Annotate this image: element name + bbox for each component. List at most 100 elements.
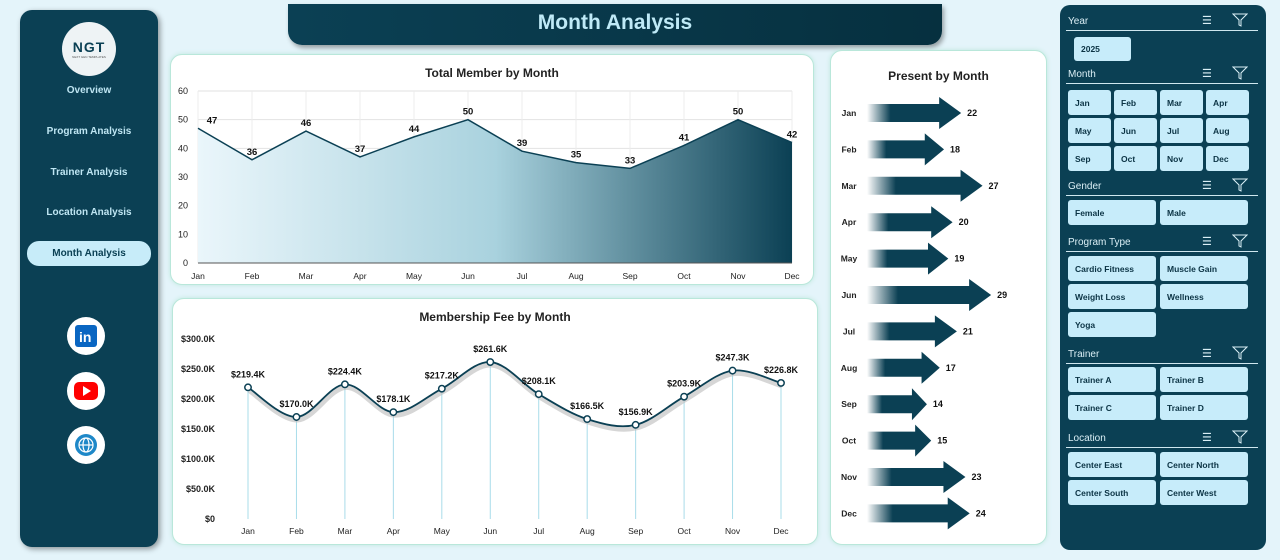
slicer-title-location: Location <box>1068 433 1106 444</box>
slicer-trainer-item[interactable]: Trainer A <box>1068 367 1156 392</box>
slicer-month-item[interactable]: Oct <box>1114 146 1157 171</box>
slicer-program-item[interactable]: Wellness <box>1160 284 1248 309</box>
multi-select-icon[interactable]: ☰ <box>1202 236 1212 248</box>
x-tick-label: Oct <box>677 271 691 281</box>
x-tick-label: Dec <box>773 526 789 536</box>
data-label: 35 <box>571 150 582 161</box>
bar-arrow <box>867 133 945 166</box>
slicer-month-item[interactable]: Sep <box>1068 146 1111 171</box>
x-tick-label: May <box>406 271 423 281</box>
y-tick-label: $100.0K <box>181 454 216 464</box>
data-label: $226.8K <box>764 365 799 375</box>
y-tick-label: Apr <box>842 217 857 227</box>
data-label: $208.1K <box>522 376 557 386</box>
nav-overview[interactable]: Overview <box>66 85 112 96</box>
youtube-button[interactable] <box>67 372 105 410</box>
data-point <box>437 384 446 393</box>
slicer-month-item[interactable]: Feb <box>1114 90 1157 115</box>
nav-month-analysis[interactable]: Month Analysis <box>27 241 151 266</box>
slicer-gender-item[interactable]: Male <box>1160 200 1248 225</box>
slicer-month-item[interactable]: Mar <box>1160 90 1203 115</box>
slicer-month-item[interactable]: Jul <box>1160 118 1203 143</box>
x-tick-label: Aug <box>568 271 583 281</box>
slicer-location-item[interactable]: Center South <box>1068 480 1156 505</box>
slicer-month-item[interactable]: Dec <box>1206 146 1249 171</box>
y-tick-label: Nov <box>841 472 857 482</box>
nav-program-analysis[interactable]: Program Analysis <box>46 126 132 137</box>
bar-arrow <box>867 206 953 239</box>
clear-filter-icon[interactable] <box>1231 234 1249 251</box>
nav-trainer-analysis[interactable]: Trainer Analysis <box>50 167 128 178</box>
slicer-program-item[interactable]: Weight Loss <box>1068 284 1156 309</box>
divider <box>1066 447 1258 448</box>
multi-select-icon[interactable]: ☰ <box>1202 68 1212 80</box>
slicer-trainer-item[interactable]: Trainer B <box>1160 367 1248 392</box>
clear-filter-icon[interactable] <box>1231 346 1249 363</box>
chart-title: Membership Fee by Month <box>419 310 571 324</box>
logo: NGT NEXT GEN TEMPLATES <box>62 22 116 76</box>
bar-arrow <box>867 497 970 530</box>
slicer-month-item[interactable]: Jun <box>1114 118 1157 143</box>
slicer-location-item[interactable]: Center North <box>1160 452 1248 477</box>
slicer-year-item[interactable]: 2025 <box>1074 37 1131 61</box>
y-tick-label: 20 <box>178 201 188 211</box>
y-tick-label: $250.0K <box>181 364 216 374</box>
x-tick-label: Feb <box>289 526 304 536</box>
area-line <box>197 118 793 170</box>
y-tick-label: Dec <box>841 508 857 518</box>
data-label: 15 <box>937 436 947 446</box>
multi-select-icon[interactable]: ☰ <box>1202 15 1212 27</box>
divider <box>1066 251 1258 252</box>
data-label: 29 <box>997 290 1007 300</box>
data-label: 14 <box>933 399 943 409</box>
multi-select-icon[interactable]: ☰ <box>1202 432 1212 444</box>
y-tick-label: May <box>841 254 858 264</box>
slicer-month-item[interactable]: Jan <box>1068 90 1111 115</box>
multi-select-icon[interactable]: ☰ <box>1202 180 1212 192</box>
data-label: 22 <box>967 108 977 118</box>
data-label: 17 <box>946 363 956 373</box>
data-point <box>534 390 543 399</box>
y-tick-label: Aug <box>841 363 858 373</box>
data-label: $261.6K <box>473 344 508 354</box>
data-label: $156.9K <box>619 407 654 417</box>
slicer-month-item[interactable]: Nov <box>1160 146 1203 171</box>
slicer-month-item[interactable]: Apr <box>1206 90 1249 115</box>
y-tick-label: $150.0K <box>181 424 216 434</box>
clear-filter-icon[interactable] <box>1231 178 1249 195</box>
slicer-trainer-item[interactable]: Trainer C <box>1068 395 1156 420</box>
clear-filter-icon[interactable] <box>1231 66 1249 83</box>
multi-select-icon[interactable]: ☰ <box>1202 348 1212 360</box>
slicer-location-item[interactable]: Center West <box>1160 480 1248 505</box>
data-point <box>389 408 398 417</box>
bar-arrow <box>867 315 957 348</box>
slicer-program-item[interactable]: Cardio Fitness <box>1068 256 1156 281</box>
slicer-title-program: Program Type <box>1068 237 1131 248</box>
linkedin-button[interactable]: in <box>67 317 105 355</box>
nav-location-analysis[interactable]: Location Analysis <box>46 207 132 218</box>
clear-filter-icon[interactable] <box>1231 13 1249 30</box>
x-tick-label: May <box>434 526 451 536</box>
slicer-month-item[interactable]: May <box>1068 118 1111 143</box>
slicer-program-item[interactable]: Muscle Gain <box>1160 256 1248 281</box>
slicer-program-item[interactable]: Yoga <box>1068 312 1156 337</box>
chart-title: Present by Month <box>888 69 989 83</box>
slicer-location-item[interactable]: Center East <box>1068 452 1156 477</box>
slicer-month-item[interactable]: Aug <box>1206 118 1249 143</box>
data-label: $170.0K <box>279 399 314 409</box>
website-button[interactable] <box>67 426 105 464</box>
x-tick-label: Apr <box>353 271 366 281</box>
clear-filter-icon[interactable] <box>1231 430 1249 447</box>
data-label: 24 <box>976 508 986 518</box>
data-label: $203.9K <box>667 379 702 389</box>
data-label: 18 <box>950 144 960 154</box>
y-tick-label: $200.0K <box>181 394 216 404</box>
chart-title: Total Member by Month <box>425 66 559 80</box>
data-point <box>340 380 349 389</box>
present-chart-card: Present by Month Jan 22 Feb 18 Mar 27 Apr 20 May… <box>830 50 1047 545</box>
data-point <box>777 378 785 387</box>
slicer-gender-item[interactable]: Female <box>1068 200 1156 225</box>
y-tick-label: Jul <box>843 326 855 336</box>
slicer-trainer-item[interactable]: Trainer D <box>1160 395 1248 420</box>
data-label: 27 <box>989 181 999 191</box>
